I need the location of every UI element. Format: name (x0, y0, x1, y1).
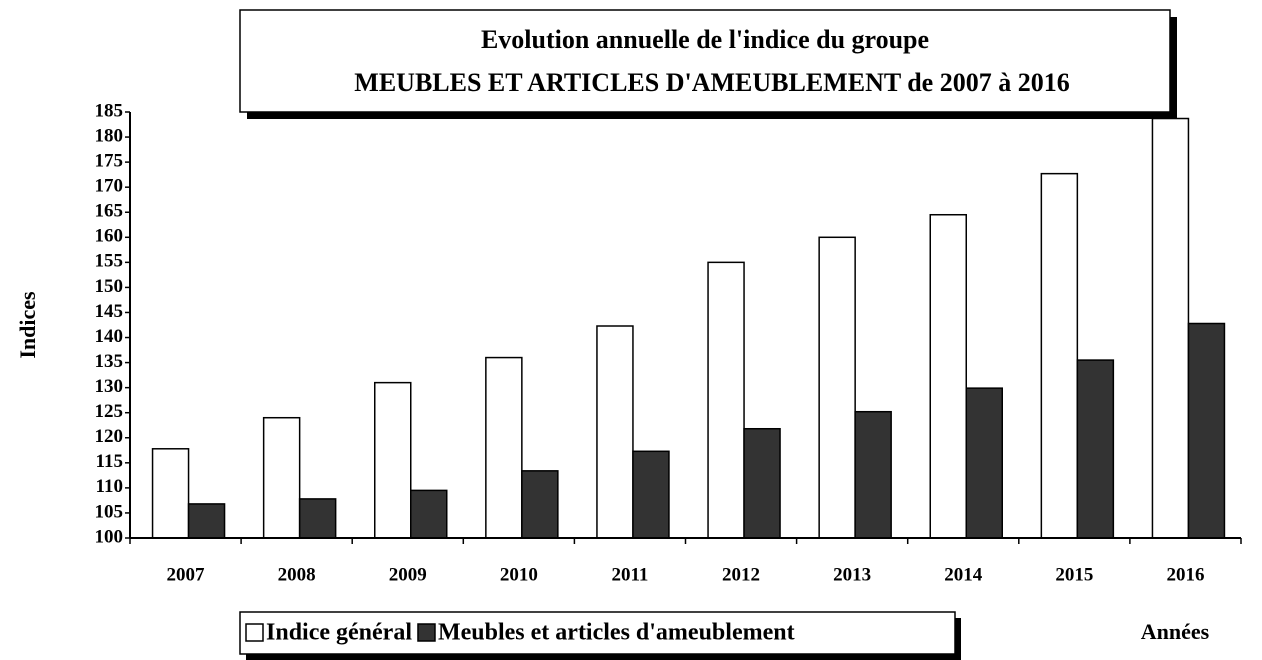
y-tick-label: 155 (95, 251, 124, 272)
legend-swatch (417, 623, 436, 642)
bar (485, 356, 523, 539)
bar (374, 381, 412, 539)
y-tick-label: 180 (95, 125, 124, 146)
y-tick-label: 150 (95, 276, 124, 297)
x-tick-label: 2012 (722, 564, 760, 585)
y-tick-label: 105 (95, 501, 124, 522)
y-tick-label: 170 (95, 176, 124, 197)
bar (743, 427, 781, 539)
y-axis-label: Indices (15, 291, 40, 359)
bar (410, 489, 448, 539)
legend-label: Meubles et articles d'ameublement (438, 620, 795, 646)
y-tick-label: 165 (95, 201, 124, 222)
y-tick-label: 160 (95, 226, 124, 247)
y-tick-label: 120 (95, 426, 124, 447)
x-tick-label: 2007 (167, 564, 206, 585)
bar (151, 448, 190, 539)
y-tick-label: 145 (95, 301, 124, 322)
bar (929, 213, 967, 539)
x-tick-label: 2011 (611, 564, 648, 585)
bar (818, 236, 856, 539)
bar (632, 450, 670, 539)
bar (854, 410, 892, 539)
title-box (239, 9, 1171, 113)
y-tick-label: 100 (95, 526, 124, 547)
y-tick-label: 135 (95, 351, 124, 372)
bar (1040, 172, 1079, 539)
y-tick-label: 125 (95, 401, 124, 422)
x-tick-label: 2014 (944, 564, 983, 585)
x-tick-label: 2015 (1055, 564, 1093, 585)
bar (596, 325, 634, 539)
legend-label: Indice général (266, 620, 412, 646)
bar (1151, 117, 1190, 539)
x-axis-label: Années (1141, 619, 1210, 644)
bar (521, 470, 559, 539)
bar (1187, 322, 1226, 539)
y-tick-label: 140 (95, 326, 124, 347)
chart-subtitle: MEUBLES ET ARTICLES D'AMEUBLEMENT de 200… (354, 68, 1069, 97)
bar (965, 387, 1003, 539)
y-tick-label: 110 (96, 476, 123, 497)
bar (298, 498, 337, 539)
legend-swatch (245, 623, 264, 642)
y-tick-label: 130 (95, 376, 124, 397)
x-tick-label: 2016 (1166, 564, 1204, 585)
bar (187, 503, 226, 539)
legend-box (239, 611, 956, 655)
x-tick-label: 2009 (389, 564, 427, 585)
x-tick-label: 2008 (278, 564, 316, 585)
x-tick-label: 2010 (500, 564, 538, 585)
bar (707, 261, 745, 539)
y-tick-label: 185 (95, 100, 124, 121)
chart-title: Evolution annuelle de l'indice du groupe (481, 25, 929, 54)
y-tick-label: 115 (96, 451, 123, 472)
bar (262, 416, 301, 539)
bar (1076, 359, 1115, 539)
x-tick-label: 2013 (833, 564, 871, 585)
y-tick-label: 175 (95, 150, 124, 171)
